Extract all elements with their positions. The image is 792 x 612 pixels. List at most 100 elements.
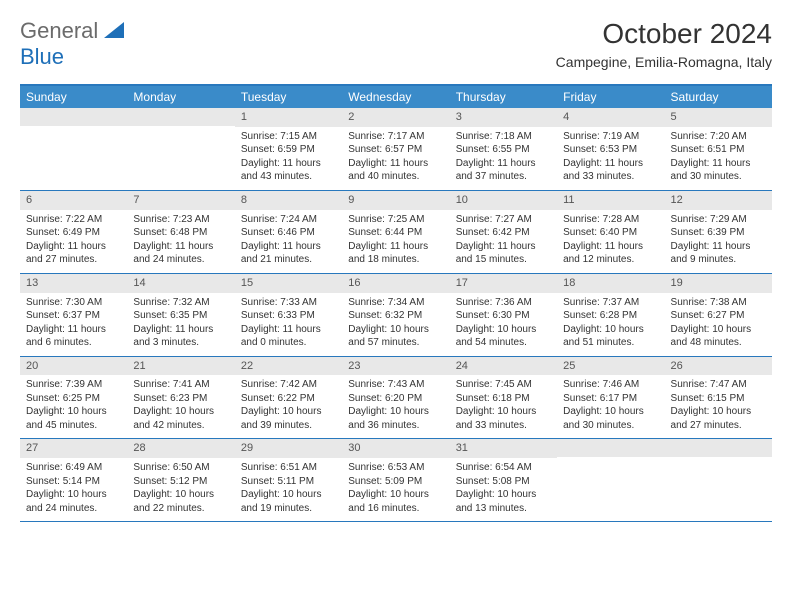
day-cell: 22Sunrise: 7:42 AMSunset: 6:22 PMDayligh… [235,357,342,439]
daylight-text: Daylight: 10 hours and 51 minutes. [563,323,658,350]
sunrise-text: Sunrise: 7:27 AM [456,213,551,227]
sunrise-text: Sunrise: 7:25 AM [348,213,443,227]
day-body: Sunrise: 7:30 AMSunset: 6:37 PMDaylight:… [20,293,127,356]
day-cell: 4Sunrise: 7:19 AMSunset: 6:53 PMDaylight… [557,108,664,190]
sunset-text: Sunset: 6:46 PM [241,226,336,240]
daylight-text: Daylight: 11 hours and 3 minutes. [133,323,228,350]
day-cell: 18Sunrise: 7:37 AMSunset: 6:28 PMDayligh… [557,274,664,356]
sunrise-text: Sunrise: 7:43 AM [348,378,443,392]
day-body: Sunrise: 7:27 AMSunset: 6:42 PMDaylight:… [450,210,557,273]
day-number [127,108,234,126]
sunrise-text: Sunrise: 7:23 AM [133,213,228,227]
day-cell: 1Sunrise: 7:15 AMSunset: 6:59 PMDaylight… [235,108,342,190]
daylight-text: Daylight: 10 hours and 30 minutes. [563,405,658,432]
day-cell: 6Sunrise: 7:22 AMSunset: 6:49 PMDaylight… [20,191,127,273]
sunset-text: Sunset: 5:08 PM [456,475,551,489]
sunrise-text: Sunrise: 7:32 AM [133,296,228,310]
day-number: 3 [450,108,557,127]
sunset-text: Sunset: 6:28 PM [563,309,658,323]
sunset-text: Sunset: 6:40 PM [563,226,658,240]
daylight-text: Daylight: 10 hours and 24 minutes. [26,488,121,515]
day-number: 11 [557,191,664,210]
sunset-text: Sunset: 6:37 PM [26,309,121,323]
day-number [20,108,127,126]
sunrise-text: Sunrise: 7:46 AM [563,378,658,392]
sunrise-text: Sunrise: 7:20 AM [671,130,766,144]
sunrise-text: Sunrise: 7:29 AM [671,213,766,227]
sunrise-text: Sunrise: 7:15 AM [241,130,336,144]
sunset-text: Sunset: 6:20 PM [348,392,443,406]
day-number: 21 [127,357,234,376]
daylight-text: Daylight: 11 hours and 40 minutes. [348,157,443,184]
day-cell [557,439,664,521]
day-cell: 3Sunrise: 7:18 AMSunset: 6:55 PMDaylight… [450,108,557,190]
day-body: Sunrise: 7:28 AMSunset: 6:40 PMDaylight:… [557,210,664,273]
day-cell: 30Sunrise: 6:53 AMSunset: 5:09 PMDayligh… [342,439,449,521]
title-block: October 2024 Campegine, Emilia-Romagna, … [556,18,772,70]
week-row: 27Sunrise: 6:49 AMSunset: 5:14 PMDayligh… [20,439,772,522]
day-cell: 8Sunrise: 7:24 AMSunset: 6:46 PMDaylight… [235,191,342,273]
daylight-text: Daylight: 10 hours and 36 minutes. [348,405,443,432]
day-body: Sunrise: 7:19 AMSunset: 6:53 PMDaylight:… [557,127,664,190]
day-cell: 28Sunrise: 6:50 AMSunset: 5:12 PMDayligh… [127,439,234,521]
day-number: 19 [665,274,772,293]
day-cell [127,108,234,190]
day-number: 29 [235,439,342,458]
day-cell: 29Sunrise: 6:51 AMSunset: 5:11 PMDayligh… [235,439,342,521]
day-cell: 9Sunrise: 7:25 AMSunset: 6:44 PMDaylight… [342,191,449,273]
daylight-text: Daylight: 11 hours and 33 minutes. [563,157,658,184]
daylight-text: Daylight: 11 hours and 0 minutes. [241,323,336,350]
sunset-text: Sunset: 6:42 PM [456,226,551,240]
day-cell: 20Sunrise: 7:39 AMSunset: 6:25 PMDayligh… [20,357,127,439]
sunset-text: Sunset: 5:12 PM [133,475,228,489]
sunrise-text: Sunrise: 6:54 AM [456,461,551,475]
daylight-text: Daylight: 10 hours and 48 minutes. [671,323,766,350]
daylight-text: Daylight: 11 hours and 15 minutes. [456,240,551,267]
day-body: Sunrise: 7:37 AMSunset: 6:28 PMDaylight:… [557,293,664,356]
sunset-text: Sunset: 6:51 PM [671,143,766,157]
daylight-text: Daylight: 10 hours and 33 minutes. [456,405,551,432]
day-number: 30 [342,439,449,458]
daylight-text: Daylight: 11 hours and 27 minutes. [26,240,121,267]
day-number: 14 [127,274,234,293]
day-number: 26 [665,357,772,376]
sunset-text: Sunset: 6:44 PM [348,226,443,240]
daylight-text: Daylight: 10 hours and 19 minutes. [241,488,336,515]
day-number: 16 [342,274,449,293]
day-cell: 2Sunrise: 7:17 AMSunset: 6:57 PMDaylight… [342,108,449,190]
sunrise-text: Sunrise: 7:18 AM [456,130,551,144]
day-body: Sunrise: 7:39 AMSunset: 6:25 PMDaylight:… [20,375,127,438]
sunset-text: Sunset: 6:59 PM [241,143,336,157]
day-body: Sunrise: 7:34 AMSunset: 6:32 PMDaylight:… [342,293,449,356]
day-number: 20 [20,357,127,376]
week-row: 13Sunrise: 7:30 AMSunset: 6:37 PMDayligh… [20,274,772,357]
sunset-text: Sunset: 6:27 PM [671,309,766,323]
day-cell: 13Sunrise: 7:30 AMSunset: 6:37 PMDayligh… [20,274,127,356]
daylight-text: Daylight: 10 hours and 57 minutes. [348,323,443,350]
sunrise-text: Sunrise: 7:33 AM [241,296,336,310]
day-number: 7 [127,191,234,210]
week-row: 1Sunrise: 7:15 AMSunset: 6:59 PMDaylight… [20,108,772,191]
day-body: Sunrise: 7:41 AMSunset: 6:23 PMDaylight:… [127,375,234,438]
sunrise-text: Sunrise: 7:38 AM [671,296,766,310]
day-body: Sunrise: 7:25 AMSunset: 6:44 PMDaylight:… [342,210,449,273]
daylight-text: Daylight: 11 hours and 6 minutes. [26,323,121,350]
day-number: 24 [450,357,557,376]
day-cell: 16Sunrise: 7:34 AMSunset: 6:32 PMDayligh… [342,274,449,356]
dow-saturday: Saturday [665,86,772,108]
sunset-text: Sunset: 6:33 PM [241,309,336,323]
day-body: Sunrise: 7:22 AMSunset: 6:49 PMDaylight:… [20,210,127,273]
sunset-text: Sunset: 6:57 PM [348,143,443,157]
day-number: 6 [20,191,127,210]
sunset-text: Sunset: 6:23 PM [133,392,228,406]
sunrise-text: Sunrise: 7:22 AM [26,213,121,227]
daylight-text: Daylight: 11 hours and 24 minutes. [133,240,228,267]
day-cell: 14Sunrise: 7:32 AMSunset: 6:35 PMDayligh… [127,274,234,356]
daylight-text: Daylight: 10 hours and 22 minutes. [133,488,228,515]
sunset-text: Sunset: 5:14 PM [26,475,121,489]
dow-thursday: Thursday [450,86,557,108]
day-cell: 17Sunrise: 7:36 AMSunset: 6:30 PMDayligh… [450,274,557,356]
sunrise-text: Sunrise: 7:47 AM [671,378,766,392]
sunset-text: Sunset: 6:53 PM [563,143,658,157]
day-number: 17 [450,274,557,293]
